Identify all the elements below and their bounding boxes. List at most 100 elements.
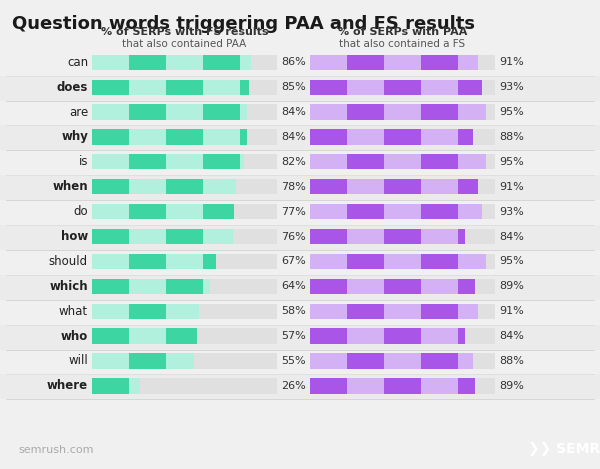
Bar [421,303,458,319]
Bar [166,229,203,244]
Bar [310,54,495,70]
Bar [129,353,166,369]
Bar [0,126,600,151]
Bar [92,254,129,269]
Bar [310,328,347,344]
Bar [92,204,129,219]
Bar [92,229,277,244]
Text: 57%: 57% [281,331,306,341]
Bar [384,80,421,95]
Text: 95%: 95% [499,157,524,167]
Text: % of SERPs with FS results: % of SERPs with FS results [101,27,268,38]
Bar [347,154,384,169]
Text: where: where [47,379,88,393]
Bar [240,54,251,70]
Text: semrush.com: semrush.com [18,445,94,455]
Bar [0,275,600,300]
Text: why: why [61,130,88,144]
Bar [347,179,384,194]
Bar [310,254,347,269]
Text: 77%: 77% [281,207,306,217]
Bar [384,54,421,70]
Bar [310,204,347,219]
Bar [129,154,166,169]
Bar [347,204,384,219]
Text: % of SERPs with PAA: % of SERPs with PAA [338,27,467,38]
Text: 84%: 84% [281,132,306,142]
Text: that also contained PAA: that also contained PAA [122,38,247,49]
Text: 84%: 84% [281,107,306,117]
Bar [347,105,384,120]
Bar [92,105,277,120]
Bar [166,129,203,144]
Bar [458,154,486,169]
Bar [240,154,244,169]
Bar [92,179,129,194]
Text: Question words triggering PAA and FS results: Question words triggering PAA and FS res… [12,15,475,33]
Text: 95%: 95% [499,107,524,117]
Text: how: how [61,230,88,243]
Bar [310,229,347,244]
Bar [458,279,475,294]
Bar [92,129,129,144]
Bar [203,254,216,269]
Bar [129,204,166,219]
Bar [203,80,240,95]
Text: 91%: 91% [499,182,524,192]
Bar [0,175,600,200]
Bar [92,279,277,294]
Bar [166,54,203,70]
Bar [310,179,495,194]
Bar [203,204,235,219]
Bar [421,229,458,244]
Bar [384,353,421,369]
Bar [310,105,495,120]
Bar [458,328,466,344]
Text: 84%: 84% [499,232,524,242]
Text: 55%: 55% [281,356,305,366]
Bar [92,105,129,120]
Bar [421,154,458,169]
Bar [92,154,277,169]
Bar [347,378,384,393]
Bar [347,129,384,144]
Bar [166,254,203,269]
Bar [458,179,478,194]
Bar [421,129,458,144]
Bar [310,105,347,120]
Bar [310,80,495,95]
Bar [458,204,482,219]
Text: 89%: 89% [499,281,524,291]
Bar [384,378,421,393]
Bar [458,303,478,319]
Bar [421,179,458,194]
Bar [203,179,236,194]
Text: 82%: 82% [281,157,306,167]
Bar [421,105,458,120]
Bar [92,54,277,70]
Text: is: is [79,155,88,168]
Text: 93%: 93% [499,82,524,92]
Text: 84%: 84% [499,331,524,341]
Bar [310,303,495,319]
Text: 76%: 76% [281,232,306,242]
Bar [347,80,384,95]
Bar [129,179,166,194]
Bar [92,54,129,70]
Bar [458,229,466,244]
Bar [384,204,421,219]
Text: who: who [61,330,88,342]
Text: 85%: 85% [281,82,306,92]
Bar [310,154,347,169]
Bar [347,54,384,70]
Bar [92,353,277,369]
Bar [310,80,347,95]
Bar [384,154,421,169]
Text: what: what [59,305,88,318]
Bar [421,328,458,344]
Bar [129,378,140,393]
Text: 26%: 26% [281,381,306,391]
Text: that also contained a FS: that also contained a FS [340,38,466,49]
Text: 58%: 58% [281,306,306,316]
Bar [458,129,473,144]
